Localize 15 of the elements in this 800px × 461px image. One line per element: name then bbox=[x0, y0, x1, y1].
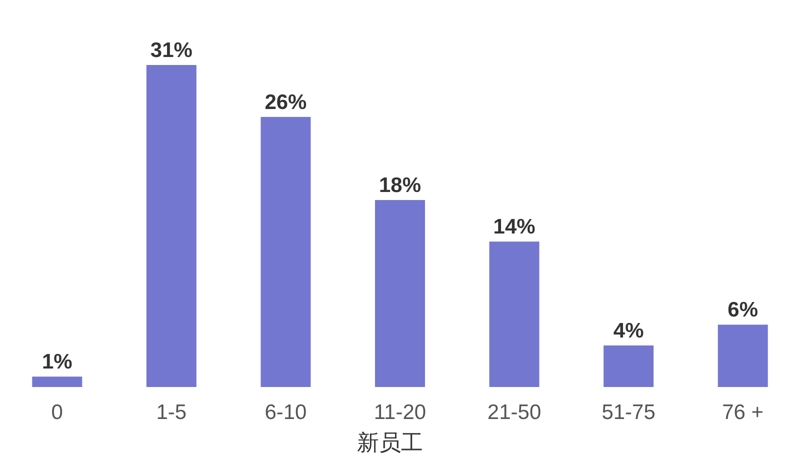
x-axis-title: 新员工 bbox=[357, 430, 423, 455]
x-tick-label: 76 + bbox=[722, 401, 764, 424]
x-tick-label: 11-20 bbox=[374, 401, 426, 424]
data-label: 4% bbox=[613, 319, 644, 342]
data-label: 1% bbox=[42, 350, 73, 374]
x-tick-label: 21-50 bbox=[487, 401, 542, 424]
data-label: 31% bbox=[150, 39, 193, 62]
x-tick-label: 51-75 bbox=[602, 401, 656, 424]
data-label: 18% bbox=[378, 174, 422, 198]
data-label: 26% bbox=[264, 90, 308, 114]
data-label: 14% bbox=[493, 216, 536, 239]
x-tick-label: 0 bbox=[51, 401, 63, 424]
x-tick-label: 1-5 bbox=[156, 401, 187, 424]
x-tick-label: 6-10 bbox=[264, 401, 307, 424]
data-label: 6% bbox=[728, 298, 758, 322]
